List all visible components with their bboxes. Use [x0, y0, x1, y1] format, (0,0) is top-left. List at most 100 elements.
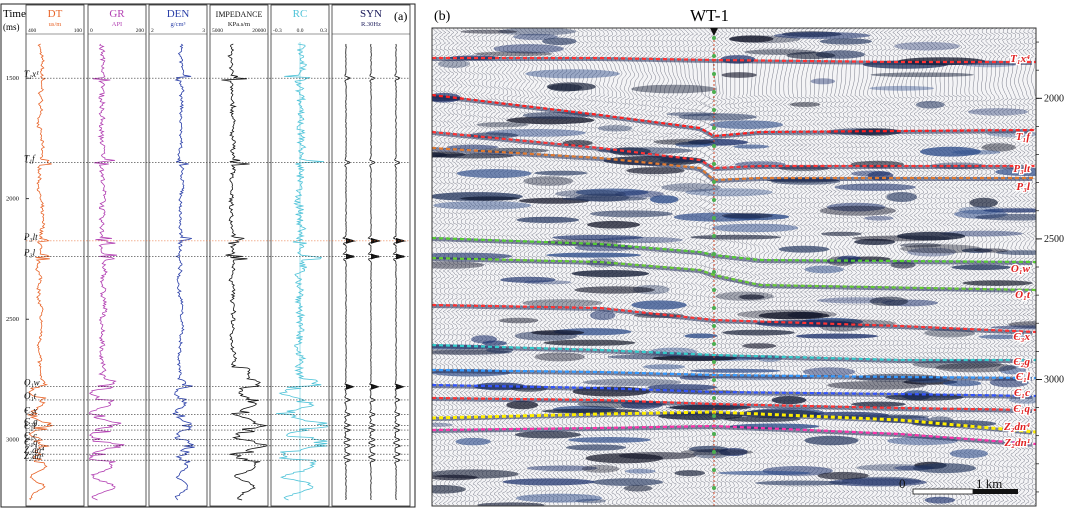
- scale-zero: 0: [899, 476, 906, 491]
- amplitude-event: [995, 167, 1036, 177]
- amplitude-event: [742, 343, 777, 349]
- well-marker: [712, 432, 716, 436]
- track-frame: [209, 4, 269, 507]
- amplitude-event: [522, 299, 603, 307]
- horizon-label: Z₂dn¹: [1004, 437, 1030, 449]
- time-tick-label: 2000: [6, 196, 19, 203]
- well-marker: [712, 450, 716, 454]
- seismic-time-ticks: 2000 2500 3000: [1036, 41, 1064, 493]
- amplitude-event: [894, 41, 960, 51]
- track-frame: [87, 4, 147, 507]
- amplitude-event: [786, 51, 836, 60]
- amplitude-event: [493, 44, 564, 54]
- well-marker: [712, 360, 716, 364]
- log-curve-imp: [221, 43, 267, 501]
- scale-km: 1 km: [976, 476, 1002, 491]
- track-scale-min: 5000: [212, 28, 223, 34]
- synthetic-peak: [396, 383, 405, 390]
- horizon-label: Є₃x: [1013, 331, 1030, 343]
- track-frame: [25, 4, 85, 507]
- amplitude-event: [623, 485, 653, 492]
- wiggle-trace: [497, 28, 506, 506]
- amplitude-event: [515, 431, 581, 439]
- amplitude-event: [437, 59, 470, 68]
- wiggle-trace: [589, 28, 598, 506]
- wiggle-trace: [1022, 28, 1031, 506]
- amplitude-event: [715, 291, 774, 301]
- amplitude-event: [981, 143, 1016, 152]
- amplitude-event: [587, 220, 641, 229]
- amplitude-event: [680, 449, 754, 456]
- amplitude-event: [649, 195, 679, 204]
- amplitude-event: [951, 264, 1011, 271]
- wiggle-trace: [1026, 28, 1035, 506]
- wiggle-trace: [862, 28, 871, 506]
- well-marker: [712, 234, 716, 238]
- track-frame: [148, 4, 208, 507]
- amplitude-event: [689, 368, 781, 373]
- wiggle-trace: [879, 28, 888, 506]
- well-horizon: T₁x¹: [24, 69, 410, 79]
- amplitude-event: [819, 205, 896, 216]
- wiggle-trace: [887, 28, 896, 506]
- track-unit: KPa.s/m: [228, 21, 250, 28]
- track-unit: us/m: [49, 21, 62, 28]
- wiggle-trace: [1013, 28, 1022, 506]
- amplitude-event: [582, 378, 682, 386]
- horizon-label: Є₁l: [24, 421, 36, 431]
- well-marker: [712, 342, 716, 346]
- track-frame: [270, 4, 330, 507]
- well-horizon: Z₂dn¹: [24, 451, 410, 461]
- seismic-tick-label: 2000: [1044, 93, 1064, 104]
- amplitude-event: [962, 280, 1033, 286]
- amplitude-event: [802, 367, 856, 377]
- time-tick-label: 1500: [6, 75, 19, 82]
- amplitude-event: [624, 468, 656, 474]
- wiggle-trace: [572, 28, 581, 506]
- wiggle-trace: [858, 28, 867, 506]
- amplitude-event: [795, 333, 878, 339]
- amplitude-event: [829, 478, 927, 487]
- horizon-label: T₁x⁴: [1010, 53, 1030, 65]
- amplitude-event: [896, 231, 966, 241]
- amplitude-event: [978, 334, 1026, 339]
- amplitude-event: [969, 197, 998, 208]
- amplitude-event: [973, 248, 1009, 253]
- wiggle-trace: [614, 28, 623, 506]
- well-marker: [712, 90, 716, 94]
- wiggle-trace: [837, 28, 846, 506]
- amplitude-event: [597, 236, 683, 244]
- wiggle-trace: [866, 28, 875, 506]
- amplitude-event: [476, 122, 529, 128]
- wiggle-trace: [593, 28, 602, 506]
- horizon-label: Є₁c: [24, 431, 37, 441]
- track-rc: RC -0.3 0.3 0.0: [270, 4, 330, 507]
- amplitude-event: [516, 493, 603, 503]
- log-curve-gr: [88, 43, 125, 501]
- well-marker: [712, 36, 716, 40]
- amplitude-event: [778, 245, 830, 253]
- well-marker: [712, 162, 716, 166]
- amplitude-event: [506, 400, 539, 410]
- amplitude-event: [721, 212, 773, 219]
- well-horizons: T₁x¹ T₁f P₃lt P₃l O₁w O₁t Є₃xЄ₂gЄ₁lЄ₁cЄ₁qZ₂dn⁴…: [23, 69, 410, 461]
- amplitude-event: [739, 294, 765, 300]
- well-marker: [712, 180, 716, 184]
- amplitude-event: [523, 176, 574, 186]
- well-marker: [712, 54, 716, 58]
- track-scale-min: 400: [28, 28, 37, 34]
- amplitude-event: [548, 83, 583, 92]
- amplitude-event: [869, 85, 935, 91]
- horizon-labels: T₁x⁴ T₁f P₃lt P₃l O₁w O₁t Є₃x Є₂g Є₁l Є₁c Є₁q Z₂dn⁴…: [1002, 52, 1033, 451]
- wiggle-trace: [501, 28, 510, 505]
- amplitude-event: [674, 470, 705, 477]
- amplitude-event: [949, 449, 989, 459]
- horizon-label: T₁f: [1016, 131, 1032, 143]
- amplitude-event: [834, 183, 916, 191]
- amplitude-event: [432, 485, 466, 494]
- horizon-label: Z₂dn⁴: [1003, 421, 1030, 433]
- track-frame: [331, 4, 411, 507]
- well-horizon: Z₂dn⁴: [24, 445, 410, 455]
